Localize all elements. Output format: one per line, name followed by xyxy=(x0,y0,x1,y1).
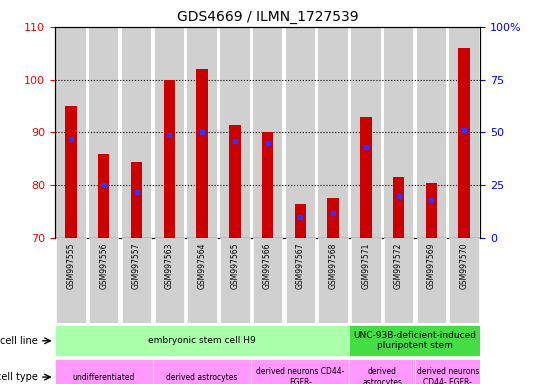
Bar xyxy=(56,27,86,238)
Bar xyxy=(449,27,479,238)
Text: derived
astrocytes: derived astrocytes xyxy=(362,367,402,384)
Bar xyxy=(55,325,349,356)
Bar xyxy=(131,162,142,238)
Bar xyxy=(449,238,479,323)
Bar xyxy=(56,238,86,323)
Bar xyxy=(351,238,381,323)
Text: GSM997563: GSM997563 xyxy=(165,242,174,289)
Bar xyxy=(286,27,315,238)
Bar xyxy=(187,238,217,323)
Bar xyxy=(164,79,175,238)
Bar xyxy=(415,359,480,384)
Bar xyxy=(122,27,151,238)
Text: GSM997572: GSM997572 xyxy=(394,242,403,289)
Bar xyxy=(229,124,240,238)
Text: GSM997569: GSM997569 xyxy=(427,242,436,289)
Bar xyxy=(286,238,315,323)
Text: cell type: cell type xyxy=(0,372,38,382)
Text: undifferentiated: undifferentiated xyxy=(73,372,135,382)
Bar xyxy=(98,154,109,238)
Bar xyxy=(393,177,404,238)
Bar xyxy=(417,27,446,238)
Text: GSM997557: GSM997557 xyxy=(132,242,141,289)
Bar xyxy=(220,27,250,238)
Bar xyxy=(417,238,446,323)
Bar xyxy=(251,359,349,384)
Bar xyxy=(197,69,207,238)
Text: GSM997571: GSM997571 xyxy=(361,242,370,289)
Bar xyxy=(318,238,348,323)
Bar xyxy=(187,27,217,238)
Text: GSM997570: GSM997570 xyxy=(460,242,468,289)
Text: GSM997567: GSM997567 xyxy=(296,242,305,289)
Title: GDS4669 / ILMN_1727539: GDS4669 / ILMN_1727539 xyxy=(177,10,358,25)
Bar xyxy=(458,48,470,238)
Text: GSM997568: GSM997568 xyxy=(329,242,337,289)
Text: derived neurons
CD44- EGFR-: derived neurons CD44- EGFR- xyxy=(417,367,479,384)
Text: GSM997565: GSM997565 xyxy=(230,242,239,289)
Bar xyxy=(328,199,339,238)
Bar xyxy=(360,117,371,238)
Bar xyxy=(153,359,251,384)
Text: cell line: cell line xyxy=(1,336,38,346)
Bar xyxy=(89,27,118,238)
Text: embryonic stem cell H9: embryonic stem cell H9 xyxy=(148,336,256,345)
Bar xyxy=(253,27,282,238)
Bar xyxy=(349,325,480,356)
Text: derived neurons CD44-
EGFR-: derived neurons CD44- EGFR- xyxy=(256,367,345,384)
Text: derived astrocytes: derived astrocytes xyxy=(167,372,238,382)
Bar xyxy=(155,238,184,323)
Bar xyxy=(122,238,151,323)
Bar xyxy=(295,204,306,238)
Bar xyxy=(253,238,282,323)
Bar xyxy=(426,183,437,238)
Bar xyxy=(155,27,184,238)
Text: GSM997556: GSM997556 xyxy=(99,242,108,289)
Bar xyxy=(318,27,348,238)
Bar xyxy=(351,27,381,238)
Bar xyxy=(220,238,250,323)
Text: GSM997555: GSM997555 xyxy=(67,242,75,289)
Text: GSM997566: GSM997566 xyxy=(263,242,272,289)
Bar xyxy=(262,132,274,238)
Bar xyxy=(66,106,76,238)
Text: GSM997564: GSM997564 xyxy=(198,242,206,289)
Text: UNC-93B-deficient-induced
pluripotent stem: UNC-93B-deficient-induced pluripotent st… xyxy=(353,331,477,351)
Bar xyxy=(349,359,415,384)
Bar xyxy=(384,238,413,323)
Bar xyxy=(384,27,413,238)
Bar xyxy=(89,238,118,323)
Bar xyxy=(55,359,153,384)
